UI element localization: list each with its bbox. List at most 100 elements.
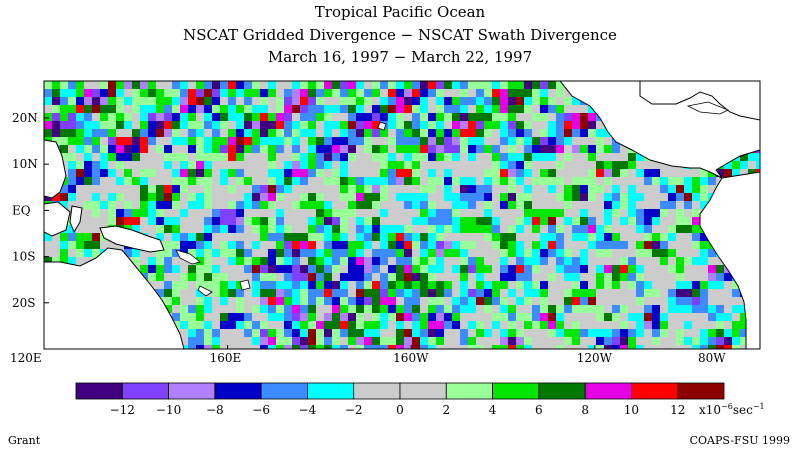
field-cell (212, 145, 220, 153)
field-cell (332, 209, 340, 217)
field-cell (516, 145, 524, 153)
field-cell (228, 249, 236, 257)
field-cell (724, 305, 732, 313)
field-cell (180, 137, 188, 145)
field-cell (92, 177, 100, 185)
field-cell (604, 281, 612, 289)
field-cell (476, 193, 484, 201)
field-cell (308, 289, 316, 297)
field-cell (68, 129, 76, 137)
field-cell (620, 313, 628, 321)
field-cell (364, 305, 372, 313)
field-cell (308, 337, 316, 345)
field-cell (460, 105, 468, 113)
field-cell (300, 289, 308, 297)
field-cell (316, 225, 324, 233)
field-cell (252, 145, 260, 153)
field-cell (596, 297, 604, 305)
field-cell (228, 329, 236, 337)
field-cell (492, 177, 500, 185)
field-cell (76, 97, 84, 105)
field-cell (244, 329, 252, 337)
field-cell (260, 193, 268, 201)
field-cell (380, 329, 388, 337)
field-cell (452, 129, 460, 137)
field-cell (380, 89, 388, 97)
field-cell (60, 241, 68, 249)
field-cell (332, 129, 340, 137)
field-cell (164, 233, 172, 241)
field-cell (492, 297, 500, 305)
field-cell (596, 225, 604, 233)
field-cell (212, 257, 220, 265)
field-cell (292, 177, 300, 185)
field-cell (516, 97, 524, 105)
field-cell (92, 185, 100, 193)
field-cell (620, 225, 628, 233)
field-cell (236, 89, 244, 97)
field-cell (220, 321, 228, 329)
field-cell (268, 329, 276, 337)
field-cell (556, 177, 564, 185)
field-cell (412, 105, 420, 113)
field-cell (180, 209, 188, 217)
field-cell (324, 249, 332, 257)
field-cell (212, 265, 220, 273)
field-cell (124, 145, 132, 153)
field-cell (260, 217, 268, 225)
field-cell (300, 193, 308, 201)
field-cell (508, 201, 516, 209)
field-cell (324, 305, 332, 313)
field-cell (476, 201, 484, 209)
field-cell (644, 201, 652, 209)
field-cell (620, 329, 628, 337)
field-cell (244, 233, 252, 241)
field-cell (156, 177, 164, 185)
field-cell (332, 185, 340, 193)
field-cell (276, 273, 284, 281)
field-cell (324, 161, 332, 169)
field-cell (316, 209, 324, 217)
field-cell (260, 137, 268, 145)
field-cell (180, 105, 188, 113)
field-cell (68, 185, 76, 193)
field-cell (604, 289, 612, 297)
field-cell (300, 281, 308, 289)
field-cell (148, 81, 156, 89)
field-cell (588, 257, 596, 265)
field-cell (620, 297, 628, 305)
field-cell (340, 313, 348, 321)
field-cell (732, 329, 740, 337)
field-cell (372, 225, 380, 233)
field-cell (220, 337, 228, 345)
field-cell (284, 337, 292, 345)
field-cell (468, 273, 476, 281)
field-cell (164, 113, 172, 121)
field-cell (500, 113, 508, 121)
field-cell (500, 345, 508, 349)
field-cell (308, 145, 316, 153)
field-cell (404, 185, 412, 193)
field-cell (180, 121, 188, 129)
field-cell (188, 273, 196, 281)
field-cell (292, 185, 300, 193)
field-cell (196, 129, 204, 137)
field-cell (348, 145, 356, 153)
field-cell (108, 137, 116, 145)
field-cell (356, 201, 364, 209)
x-tick-label: 160W (393, 351, 429, 365)
field-cell (540, 249, 548, 257)
field-cell (532, 105, 540, 113)
field-cell (668, 281, 676, 289)
field-cell (668, 233, 676, 241)
field-cell (404, 97, 412, 105)
field-cell (244, 209, 252, 217)
field-cell (380, 193, 388, 201)
field-cell (292, 193, 300, 201)
field-cell (364, 329, 372, 337)
field-cell (156, 265, 164, 273)
field-cell (204, 177, 212, 185)
field-cell (140, 161, 148, 169)
field-cell (308, 265, 316, 273)
field-cell (116, 81, 124, 89)
